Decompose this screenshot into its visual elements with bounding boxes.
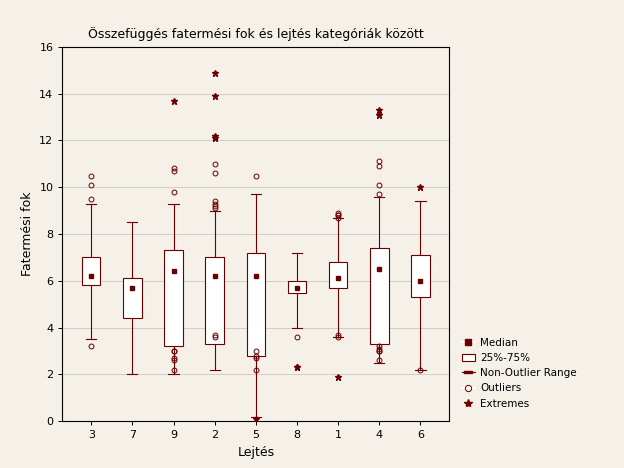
Legend: Median, 25%-75%, Non-Outlier Range, Outliers, Extremes: Median, 25%-75%, Non-Outlier Range, Outl… <box>462 338 577 409</box>
Bar <box>246 253 265 356</box>
Bar <box>411 255 430 297</box>
Y-axis label: Fatermési fok: Fatermési fok <box>21 192 34 276</box>
Bar <box>370 248 389 344</box>
Title: Összefüggés fatermési fok és lejtés kategóriák között: Összefüggés fatermési fok és lejtés kate… <box>88 28 424 42</box>
X-axis label: Lejtés: Lejtés <box>237 446 275 459</box>
Bar <box>123 278 142 318</box>
Bar <box>164 250 183 346</box>
Bar <box>205 257 224 344</box>
Bar <box>288 281 306 292</box>
Bar <box>329 262 348 288</box>
Bar <box>82 257 100 285</box>
